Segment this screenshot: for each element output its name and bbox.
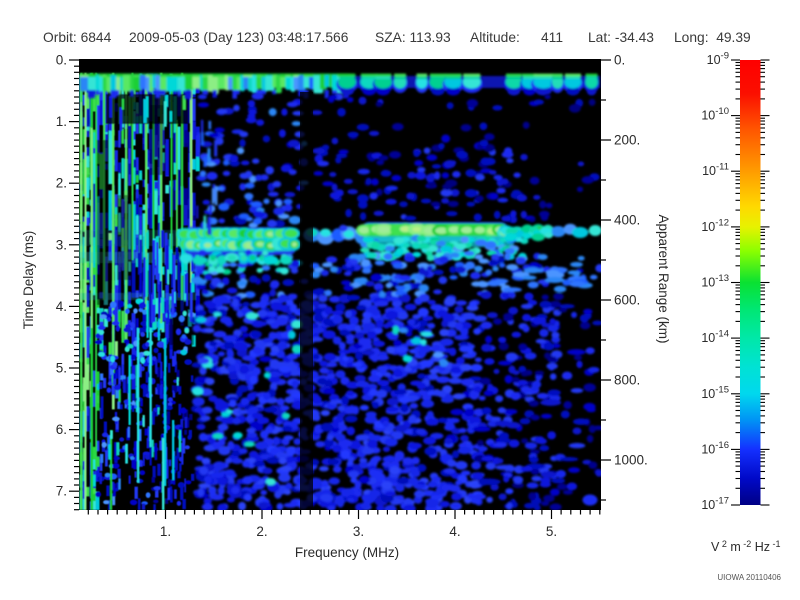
svg-text:Apparent Range (km): Apparent Range (km) — [656, 214, 671, 343]
svg-text:411: 411 — [541, 30, 563, 45]
svg-text:3.: 3. — [353, 524, 364, 539]
svg-text:4.: 4. — [56, 299, 67, 314]
svg-text:7.: 7. — [56, 484, 67, 499]
svg-text:0.: 0. — [56, 53, 67, 68]
svg-text:Frequency (MHz): Frequency (MHz) — [295, 545, 399, 560]
svg-text:400.: 400. — [614, 213, 640, 228]
svg-text:Long: 49.39: Long: 49.39 — [674, 30, 751, 45]
svg-text:Altitude:: Altitude: — [470, 30, 520, 45]
svg-text:Time Delay (ms): Time Delay (ms) — [21, 231, 36, 330]
svg-text:600.: 600. — [614, 293, 640, 308]
svg-text:UIOWA 20110406: UIOWA 20110406 — [717, 573, 781, 582]
svg-text:SZA: 113.93: SZA: 113.93 — [375, 30, 451, 45]
svg-text:0.: 0. — [614, 53, 625, 68]
svg-text:5.: 5. — [546, 524, 557, 539]
svg-text:800.: 800. — [614, 373, 640, 388]
svg-text:4.: 4. — [449, 524, 460, 539]
svg-text:2.: 2. — [256, 524, 267, 539]
svg-text:6.: 6. — [56, 422, 67, 437]
svg-text:Orbit: 6844: Orbit: 6844 — [43, 30, 112, 45]
svg-text:1.: 1. — [56, 114, 67, 129]
svg-text:3.: 3. — [56, 237, 67, 252]
svg-text:1.: 1. — [160, 524, 171, 539]
svg-text:200.: 200. — [614, 133, 640, 148]
svg-text:1000.: 1000. — [614, 453, 648, 468]
svg-text:5.: 5. — [56, 361, 67, 376]
svg-text:V 2 m -2 Hz -1: V 2 m -2 Hz -1 — [711, 539, 781, 554]
svg-text:Lat: -34.43: Lat: -34.43 — [588, 30, 654, 45]
svg-text:2009-05-03 (Day 123) 03:48:17.: 2009-05-03 (Day 123) 03:48:17.566 — [129, 30, 349, 45]
svg-text:2.: 2. — [56, 176, 67, 191]
